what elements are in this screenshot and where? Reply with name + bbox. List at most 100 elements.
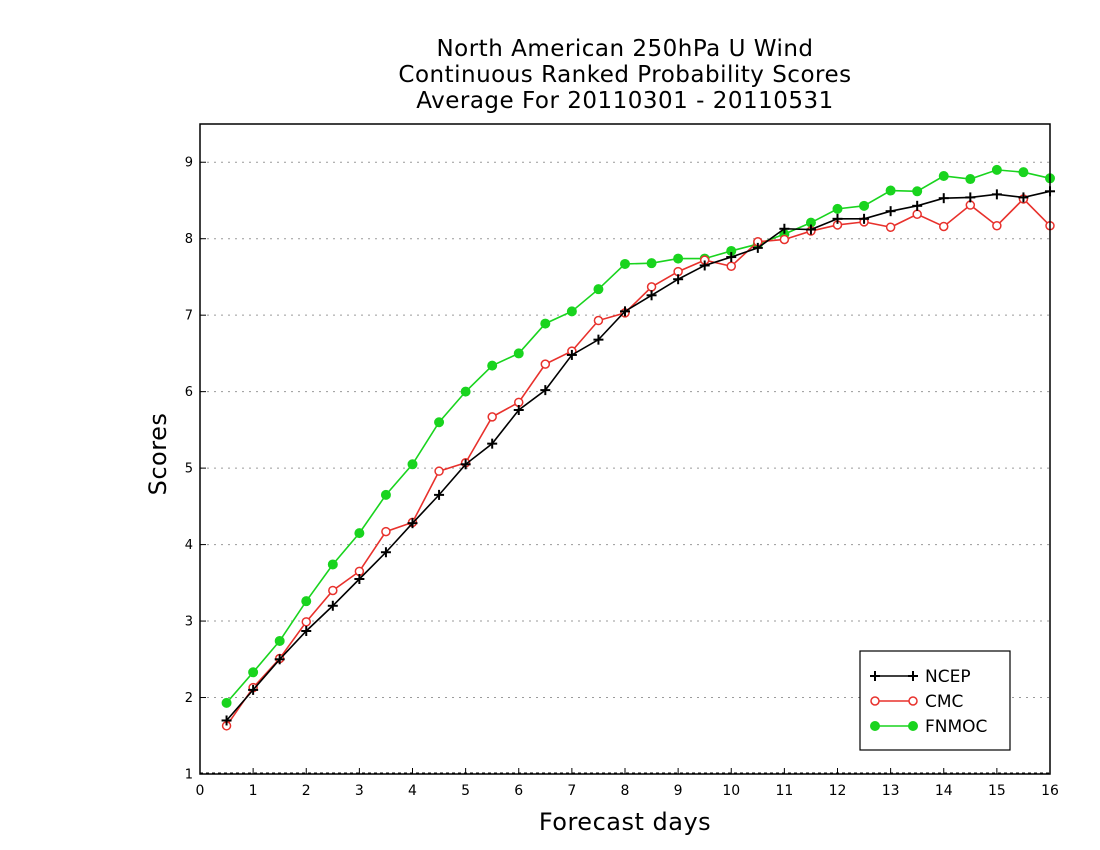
- x-tick-label: 4: [408, 783, 417, 799]
- y-tick-label: 3: [185, 615, 193, 630]
- data-point-fnmoc: [859, 200, 870, 211]
- legend-marker-ncep: [870, 671, 880, 681]
- data-point-cmc: [593, 315, 604, 326]
- data-point-cmc: [726, 261, 736, 271]
- plot-frame: [199, 123, 1051, 775]
- y-tick-label: 5: [185, 462, 193, 477]
- data-point-fnmoc: [513, 348, 524, 359]
- y-tick-label: 9: [185, 156, 193, 171]
- data-point-ncep: [620, 306, 630, 317]
- data-point-ncep: [805, 224, 816, 235]
- y-tick-label: 8: [185, 232, 193, 247]
- data-point-fnmoc: [327, 559, 338, 570]
- series-line-ncep: [225, 190, 1051, 721]
- y-tick-label: 7: [185, 309, 193, 324]
- data-point-ncep: [513, 405, 524, 415]
- data-point-cmc: [992, 220, 1002, 231]
- y-tick-label: 2: [185, 691, 193, 706]
- x-tick-label: 5: [461, 783, 470, 799]
- data-point-cmc: [885, 222, 896, 232]
- x-tick-label: 7: [567, 783, 576, 799]
- legend-marker-cmc: [908, 696, 918, 706]
- y-tick-label: 6: [185, 385, 193, 400]
- data-point-fnmoc: [248, 667, 259, 678]
- data-point-cmc: [939, 221, 949, 232]
- data-point-ncep: [301, 626, 312, 636]
- data-point-ncep: [407, 518, 418, 529]
- x-tick-label: 14: [935, 783, 953, 799]
- data-point-ncep: [859, 213, 870, 224]
- x-axis-label: Forecast days: [538, 808, 712, 836]
- data-point-fnmoc: [301, 596, 312, 607]
- data-point-ncep: [274, 654, 285, 665]
- data-point-cmc: [540, 359, 551, 369]
- data-point-ncep: [221, 715, 232, 726]
- series-line-cmc: [225, 197, 1051, 727]
- data-point-ncep: [965, 192, 976, 203]
- data-point-ncep: [779, 223, 790, 234]
- data-point-ncep: [434, 489, 445, 500]
- data-point-cmc: [779, 234, 790, 245]
- x-tick-label: 1: [249, 783, 258, 799]
- data-point-ncep: [726, 252, 737, 263]
- x-tick-label: 3: [355, 783, 364, 799]
- data-point-fnmoc: [380, 489, 391, 500]
- chart-title-line-2: Continuous Ranked Probability Scores: [398, 62, 852, 88]
- data-point-fnmoc: [938, 171, 949, 181]
- data-point-ncep: [912, 200, 923, 211]
- data-point-cmc: [381, 526, 391, 537]
- data-point-fnmoc: [620, 258, 630, 269]
- data-point-fnmoc: [1018, 167, 1029, 178]
- data-point-fnmoc: [274, 635, 285, 646]
- data-point-fnmoc: [991, 164, 1002, 175]
- data-point-cmc: [328, 585, 338, 596]
- data-point-cmc: [301, 617, 311, 627]
- legend-marker-ncep: [908, 671, 918, 681]
- data-point-fnmoc: [832, 203, 843, 214]
- data-point-fnmoc: [912, 186, 923, 197]
- y-tick-label: 4: [185, 538, 193, 553]
- data-point-ncep: [752, 242, 763, 253]
- data-point-cmc: [912, 209, 922, 219]
- data-point-fnmoc: [407, 459, 418, 470]
- x-tick-label: 2: [302, 783, 311, 799]
- data-point-ncep: [938, 193, 949, 204]
- data-point-fnmoc: [434, 417, 445, 428]
- data-point-fnmoc: [460, 386, 471, 397]
- data-point-ncep: [566, 349, 577, 360]
- x-tick-label: 10: [722, 783, 740, 799]
- y-tick-label: 1: [185, 768, 193, 783]
- data-point-ncep: [540, 385, 551, 396]
- data-point-fnmoc: [965, 174, 976, 185]
- data-point-cmc: [434, 466, 444, 476]
- data-point-fnmoc: [885, 185, 896, 196]
- data-point-fnmoc: [566, 306, 577, 317]
- series-group: [221, 164, 1055, 731]
- x-tick-label: 8: [621, 783, 630, 799]
- data-point-ncep: [885, 206, 896, 217]
- x-tick-label: 11: [775, 783, 793, 799]
- data-point-ncep: [248, 684, 259, 695]
- data-point-cmc: [487, 412, 497, 422]
- chart-title-line-1: North American 250hPa U Wind: [436, 36, 814, 62]
- data-point-ncep: [673, 274, 684, 285]
- legend: NCEP CMC FNMOC: [859, 650, 1011, 751]
- data-point-fnmoc: [221, 697, 232, 708]
- data-point-ncep: [1018, 192, 1029, 203]
- chart-title-line-3: Average For 20110301 - 20110531: [416, 88, 834, 114]
- data-point-ncep: [699, 260, 710, 271]
- data-point-cmc: [646, 282, 657, 292]
- legend-label-cmc: CMC: [925, 692, 963, 712]
- legend-label-ncep: NCEP: [925, 667, 971, 687]
- legend-marker-fnmoc: [870, 721, 880, 731]
- x-tick-label: 12: [829, 783, 847, 799]
- data-point-ncep: [380, 547, 391, 558]
- legend-label-fnmoc: FNMOC: [925, 717, 987, 737]
- data-point-fnmoc: [646, 258, 657, 269]
- y-axis-label: Scores: [144, 412, 172, 496]
- data-point-ncep: [832, 213, 843, 224]
- x-tick-label: 6: [514, 783, 523, 799]
